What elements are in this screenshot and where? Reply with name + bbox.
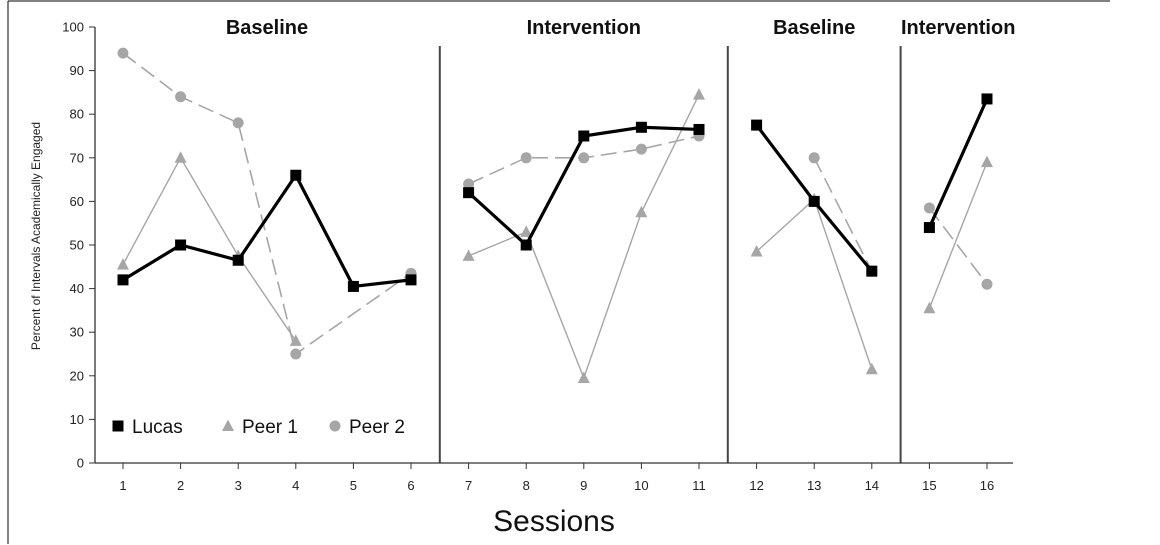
x-tick-label: 14 [865,478,879,493]
x-tick-label: 1 [119,478,126,493]
marker-circle [330,421,341,432]
marker-triangle [578,371,590,383]
x-tick-label: 11 [692,478,706,493]
y-tick-label: 80 [70,107,84,122]
x-tick-label: 7 [465,478,472,493]
marker-square [463,187,474,198]
marker-triangle [751,245,763,257]
x-tick-label: 5 [350,478,357,493]
series-peer-1 [117,88,993,383]
marker-square [521,240,532,251]
legend: Lucas Peer 1 Peer 2 [113,417,405,438]
phase-label: Intervention [527,17,641,39]
legend-item: Peer 1 [222,417,298,438]
marker-square [982,93,993,104]
marker-triangle [175,151,187,163]
marker-circle [175,91,186,102]
marker-circle [290,349,301,360]
series-line [757,199,872,369]
marker-circle [636,144,647,155]
series-line [929,162,987,308]
marker-triangle [693,88,705,100]
legend-label: Peer 2 [349,417,405,438]
x-tick-label: 4 [292,478,299,493]
marker-square [751,120,762,131]
legend-label: Lucas [132,417,183,438]
marker-square [578,131,589,142]
marker-triangle [923,302,935,314]
marker-triangle [866,363,878,375]
y-axis-title: Percent of Intervals Academically Engage… [29,122,43,350]
y-tick-label: 30 [70,325,84,340]
y-tick-label: 50 [70,238,84,253]
marker-square [175,240,186,251]
phase-change-lines [440,46,901,463]
series-line [929,99,987,228]
x-tick-label: 12 [749,478,763,493]
phase-labels: Baseline Intervention Baseline Intervention [226,17,1016,39]
legend-label: Peer 1 [242,417,298,438]
y-tick-label: 0 [77,456,84,471]
marker-square [924,222,935,233]
series-lucas [118,93,993,291]
marker-square [809,196,820,207]
marker-circle [982,279,993,290]
legend-item: Peer 2 [330,417,405,438]
marker-circle [578,152,589,163]
series-line [814,158,872,271]
y-tick-label: 10 [70,412,84,427]
marker-square [348,281,359,292]
series-line [469,127,699,245]
marker-square [233,255,244,266]
x-tick-label: 6 [407,478,414,493]
series-peer-2 [118,48,993,360]
y-tick-label: 90 [70,63,84,78]
x-tick-label: 8 [523,478,530,493]
marker-square [290,170,301,181]
phase-label: Intervention [901,17,1015,39]
y-tick-label: 60 [70,194,84,209]
marker-square [866,266,877,277]
marker-square [636,122,647,133]
marker-square [694,124,705,135]
phase-label: Baseline [773,17,855,39]
y-tick-label: 100 [62,20,84,35]
series-line [929,208,987,284]
y-tick-label: 70 [70,150,84,165]
marker-triangle [117,258,129,270]
marker-triangle [463,249,475,261]
marker-triangle [635,206,647,218]
marker-circle [924,202,935,213]
series-group [117,48,993,383]
x-axis-title: Sessions [493,505,615,538]
marker-circle [118,48,129,59]
series-line [123,175,411,286]
x-tick-label: 15 [922,478,936,493]
phase-label: Baseline [226,17,308,39]
legend-item: Lucas [113,417,183,438]
series-line [123,53,411,354]
marker-square [118,274,129,285]
x-tick-label: 16 [980,478,994,493]
x-tick-label: 9 [580,478,587,493]
marker-square [406,274,417,285]
y-tick-label: 20 [70,368,84,383]
marker-triangle [222,420,234,432]
marker-square [113,421,124,432]
marker-circle [809,152,820,163]
x-tick-label: 2 [177,478,184,493]
x-tick-label: 3 [235,478,242,493]
marker-circle [233,117,244,128]
y-tick-label: 40 [70,281,84,296]
x-tick-label: 13 [807,478,821,493]
x-tick-label: 10 [634,478,648,493]
marker-circle [521,152,532,163]
marker-triangle [981,156,993,168]
